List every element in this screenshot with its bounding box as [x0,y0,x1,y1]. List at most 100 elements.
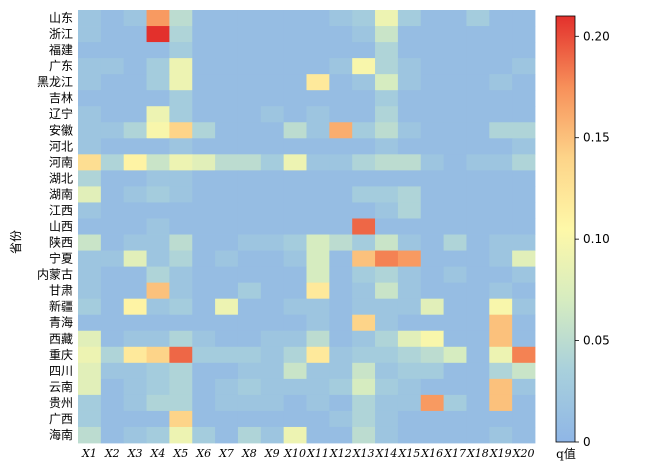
heatmap-cell [329,170,353,187]
heatmap-cell [260,250,285,267]
heatmap-cell [78,426,102,444]
heatmap-cell [146,202,170,219]
heatmap-cell [329,42,353,59]
heatmap-cell [123,90,147,107]
x-tick-label: X16 [420,447,443,460]
heatmap-cell [443,266,467,284]
heatmap-cells [78,10,536,444]
heatmap-cell [489,266,513,284]
heatmap-cell [100,410,125,428]
heatmap-cell [100,394,125,412]
heatmap-cell [397,330,422,348]
heatmap-cell [146,58,170,75]
heatmap-cell [283,234,307,251]
heatmap-cell [260,58,285,75]
heatmap-cell [237,202,262,219]
heatmap-cell [100,250,125,267]
heatmap-cell [192,154,216,171]
x-tick-label: X7 [218,447,234,460]
heatmap-cell [169,426,193,444]
heatmap-cell [329,282,353,300]
heatmap-cell [169,314,193,332]
heatmap-cell [283,250,307,267]
heatmap-cell [215,186,239,203]
heatmap-cell [192,266,216,284]
heatmap-cell [306,266,330,284]
heatmap-cell [146,234,170,251]
y-axis-title: 省份 [9,230,23,254]
heatmap-cell [329,26,353,43]
heatmap-cell [192,250,216,267]
heatmap-cell [169,266,193,284]
heatmap-cell [489,394,513,412]
y-tick-label: 青海 [49,315,73,330]
heatmap-cell [443,394,467,412]
heatmap-cell [237,10,262,27]
heatmap-cell [283,42,307,59]
heatmap-cell [329,122,353,139]
heatmap-cell [489,154,513,171]
heatmap-cell [420,170,444,187]
heatmap-cell [352,426,376,444]
heatmap-cell [443,234,467,251]
heatmap-cell [489,410,513,428]
heatmap-cell [352,26,376,43]
heatmap-cell [260,154,285,171]
heatmap-cell [215,170,239,187]
heatmap-cell [489,426,513,444]
heatmap-cell [283,362,307,380]
heatmap-cell [192,394,216,412]
heatmap-cell [375,170,399,187]
y-tick-label: 贵州 [49,396,73,410]
heatmap-cell [237,282,262,300]
heatmap-cell [169,378,193,396]
heatmap-cell [329,106,353,123]
heatmap-cell [443,138,467,155]
heatmap-cell [169,26,193,43]
heatmap-cell [169,154,193,171]
heatmap-cell [215,282,239,300]
heatmap-cell [512,250,536,267]
heatmap-cell [283,314,307,332]
heatmap-cell [466,314,490,332]
x-tick-label: X19 [489,447,512,460]
heatmap-cell [306,58,330,75]
heatmap-cell [100,362,125,380]
heatmap-cell [329,154,353,171]
heatmap-cell [283,170,307,187]
x-tick-label: X2 [104,447,120,460]
heatmap-cell [146,106,170,123]
heatmap-cell [375,298,399,316]
heatmap-cell [443,10,467,27]
heatmap-cell [169,250,193,267]
heatmap-cell [169,330,193,348]
heatmap-cell [100,346,125,364]
heatmap-cell [100,234,125,251]
heatmap-cell [420,122,444,139]
heatmap-cell [329,90,353,107]
heatmap-cell [283,282,307,300]
heatmap-cell [375,346,399,364]
heatmap-cell [512,170,536,187]
heatmap-cell [78,250,102,267]
heatmap-cell [466,282,490,300]
heatmap-cell [123,394,147,412]
heatmap-cell [123,266,147,284]
y-tick-label: 广东 [49,59,73,73]
heatmap-cell [489,330,513,348]
heatmap-cell [397,426,422,444]
heatmap-cell [306,10,330,27]
heatmap-cell [192,58,216,75]
heatmap-cell [283,330,307,348]
heatmap-cell [283,218,307,235]
heatmap-cell [169,10,193,27]
heatmap-cell [283,202,307,219]
heatmap-cell [192,298,216,316]
heatmap-cell [375,250,399,267]
heatmap-cell [466,74,490,91]
y-tick-label: 重庆 [49,348,73,362]
heatmap-cell [329,234,353,251]
heatmap-cell [100,138,125,155]
x-axis-labels: X1 X2 X3 X4 X5 X6 X7 X8 X9 X10 X11 X12 X13 X14 X15 X16 X… [81,447,534,460]
heatmap-cell [512,106,536,123]
